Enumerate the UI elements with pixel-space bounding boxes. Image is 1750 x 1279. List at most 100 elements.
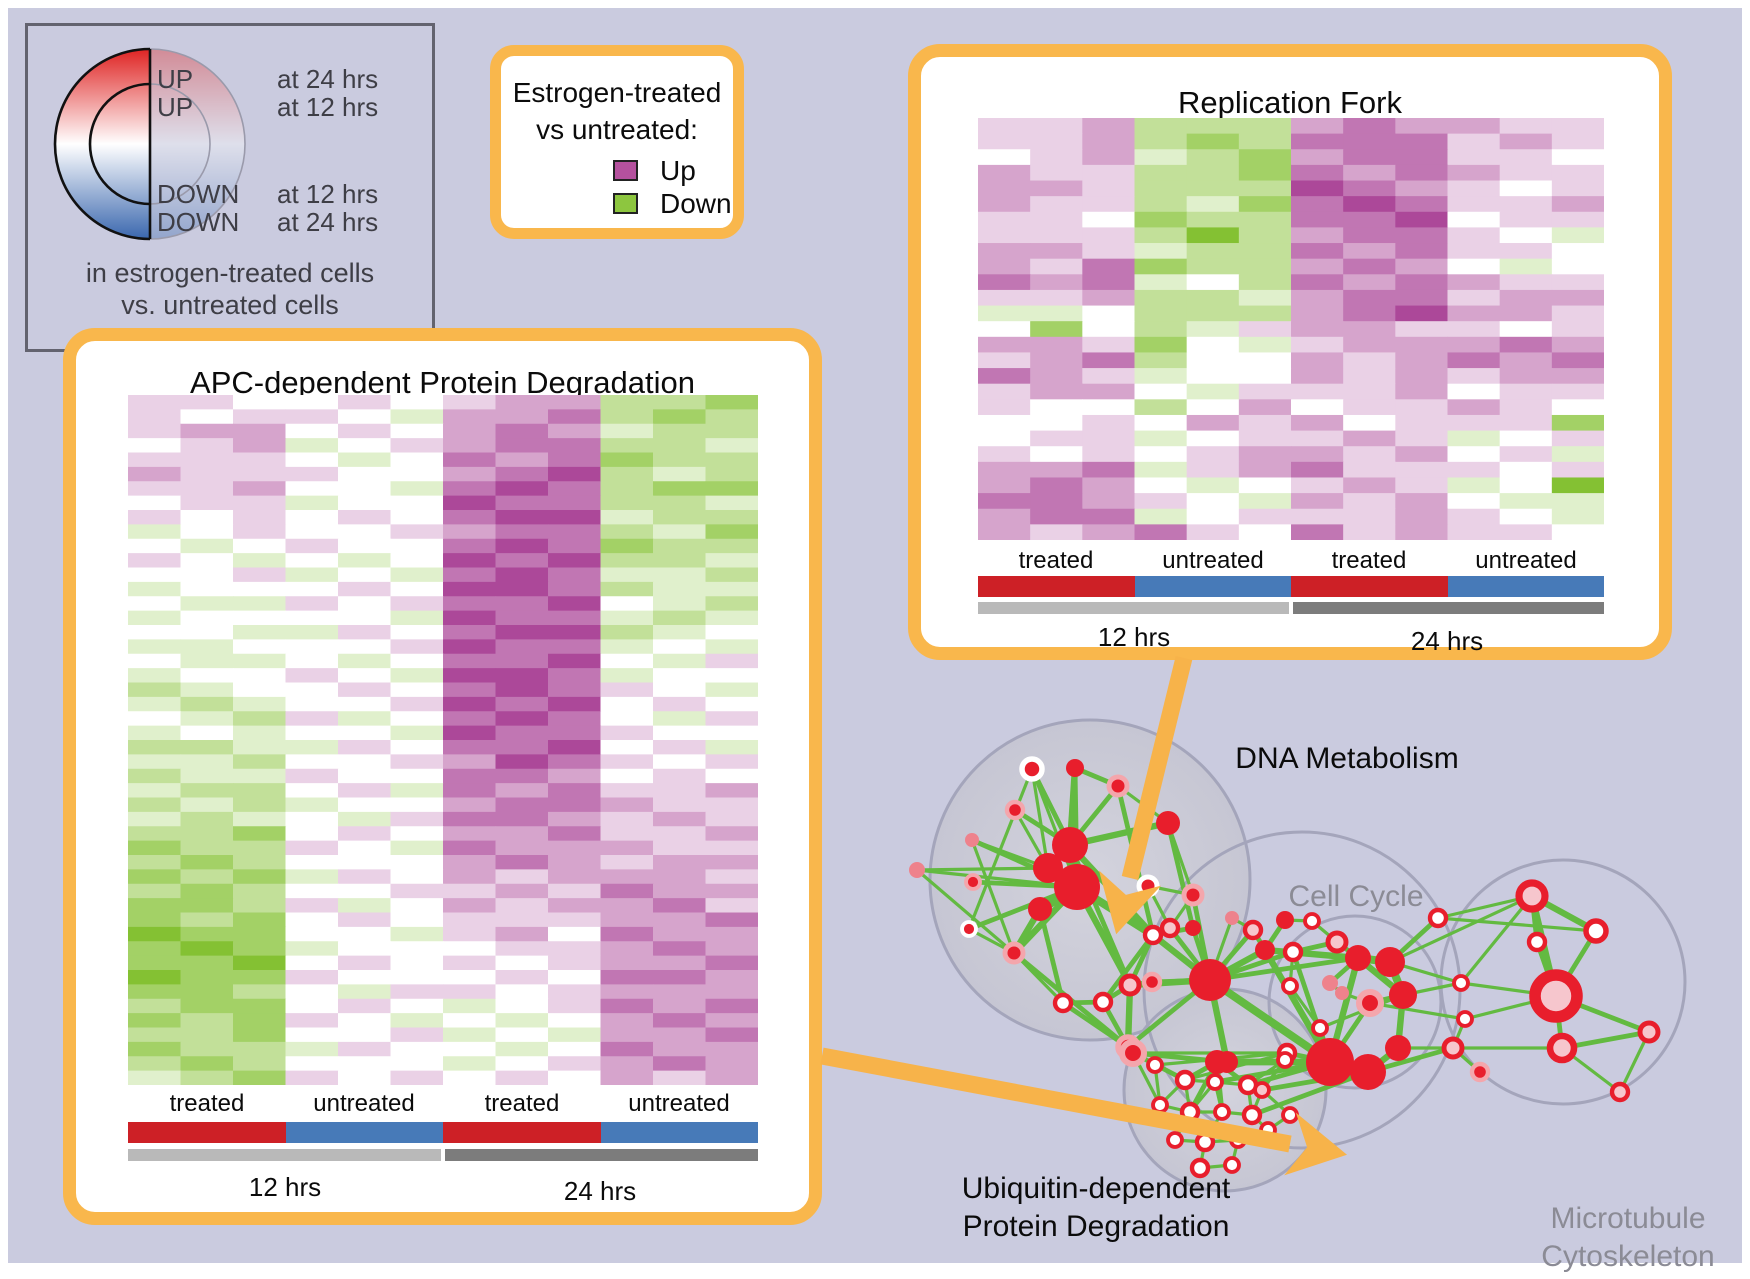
legend-item-up: Up: [613, 154, 733, 187]
heatmap-cell: [128, 409, 182, 425]
heatmap-cell: [653, 955, 707, 971]
heatmap-cell: [285, 912, 339, 928]
heatmap-cell: [390, 653, 444, 669]
heatmap-cell: [180, 668, 234, 684]
apc-heatmap: [128, 395, 758, 1085]
heatmap-cell: [390, 567, 444, 583]
heatmap-cell: [1186, 305, 1240, 322]
heatmap-cell: [285, 754, 339, 770]
heatmap-cell: [338, 998, 392, 1014]
heatmap-cell: [548, 567, 602, 583]
heatmap-cell: [1447, 352, 1501, 369]
heatmap-cell: [1499, 430, 1553, 447]
heatmap-cell: [233, 912, 287, 928]
heatmap-cell: [390, 941, 444, 957]
heatmap-cell: [495, 696, 549, 712]
heatmap-cell: [653, 740, 707, 755]
heatmap-cell: [1551, 446, 1604, 463]
heatmap-cell: [1291, 211, 1344, 229]
heatmap-cell: [1291, 430, 1344, 447]
gene-node-w: [1241, 1104, 1263, 1126]
heatmap-cell: [1082, 336, 1136, 354]
heatmap-cell: [705, 481, 758, 497]
heatmap-cell: [1447, 461, 1501, 479]
heatmap-cell: [1134, 493, 1188, 510]
heatmap-cell: [600, 481, 654, 497]
heatmap-cell: [285, 481, 339, 497]
heatmap-cell: [285, 438, 339, 454]
heatmap-cell: [495, 783, 549, 799]
heatmap-cell: [1551, 461, 1604, 479]
heatmap-cell: [653, 625, 707, 640]
heatmap-cell: [1186, 493, 1240, 510]
heatmap-cell: [548, 639, 602, 655]
heatmap-cell: [128, 984, 182, 1000]
heatmap-cell: [705, 883, 758, 899]
heatmap-cell: [285, 639, 339, 655]
down-label: Down: [660, 187, 732, 219]
heatmap-cell: [495, 452, 549, 468]
heatmap-cell: [1343, 399, 1396, 416]
heatmap-cell: [548, 395, 602, 410]
heatmap-cell: [1134, 289, 1188, 307]
heatmap-cell: [705, 696, 758, 712]
heatmap-cell: [653, 1041, 707, 1057]
heatmap-cell: [1395, 430, 1449, 447]
heatmap-cell: [978, 118, 1031, 135]
gene-node-r: [1385, 1035, 1411, 1061]
heatmap-cell: [1030, 508, 1083, 525]
heatmap-cell: [233, 740, 287, 755]
heatmap-cell: [1499, 118, 1553, 135]
heatmap-cell: [1499, 446, 1553, 463]
gene-node-p: [1325, 930, 1349, 954]
heatmap-cell: [600, 1070, 654, 1085]
heatmap-cell: [233, 466, 287, 482]
heatmap-cell: [180, 610, 234, 626]
heatmap-cell: [978, 164, 1031, 182]
heatmap-cell: [128, 926, 182, 942]
heatmap-cell: [180, 984, 234, 1000]
heatmap-cell: [1447, 399, 1501, 416]
gene-node-h: [1118, 1038, 1148, 1068]
heatmap-cell: [338, 581, 392, 597]
heatmap-cell: [1291, 461, 1344, 479]
heatmap-cell: [233, 998, 287, 1014]
heatmap-cell: [653, 768, 707, 784]
heatmap-cell: [1447, 524, 1501, 540]
heatmap-cell: [705, 768, 758, 784]
heatmap-cell: [548, 438, 602, 454]
heatmap-cell: [443, 1013, 497, 1029]
heatmap-cell: [1134, 321, 1188, 338]
gene-node-h: [964, 873, 982, 891]
heatmap-cell: [1134, 243, 1188, 260]
gene-node-p: [1159, 917, 1181, 939]
heatmap-cell: [1395, 211, 1449, 229]
heatmap-cell: [1134, 477, 1188, 494]
heatmap-cell: [1343, 524, 1396, 540]
heatmap-cell: [443, 610, 497, 626]
heatmap-cell: [705, 553, 758, 569]
heatmap-cell: [600, 898, 654, 914]
heatmap-cell: [285, 653, 339, 669]
heatmap-cell: [390, 797, 444, 813]
heatmap-cell: [1134, 399, 1188, 416]
heatmap-cell: [128, 538, 182, 554]
heatmap-cell: [705, 395, 758, 410]
ring-legend-footer-line2: vs. untreated cells: [121, 290, 339, 320]
heatmap-cell: [978, 524, 1031, 540]
heatmap-cell: [180, 740, 234, 755]
heatmap-cell: [495, 524, 549, 540]
heatmap-cell: [1499, 524, 1553, 540]
heatmap-cell: [1186, 149, 1240, 166]
heatmap-cell: [1030, 524, 1083, 540]
heatmap-cell: [1395, 133, 1449, 150]
heatmap-cell: [548, 696, 602, 712]
heatmap-cell: [600, 466, 654, 482]
heatmap-cell: [233, 754, 287, 770]
heatmap-cell: [548, 754, 602, 770]
heatmap-cell: [128, 797, 182, 813]
gene-node-w: [1452, 974, 1470, 992]
orange-arrow-head: [1098, 870, 1162, 935]
orange-arrow-shaft: [1121, 655, 1193, 881]
heatmap-cell: [495, 639, 549, 655]
